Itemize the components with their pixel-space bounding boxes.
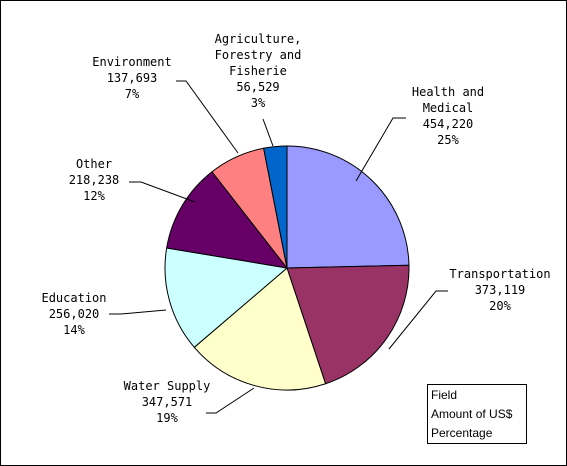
slice-percent-0: 25% [437,133,459,147]
slice-value-6: 56,529 [236,80,279,94]
leader-line-6 [262,118,274,147]
slice-value-3: 256,020 [49,307,100,321]
slice-label-4-line-0: Other [76,157,112,171]
slice-label-0-line-1: Medical [423,101,474,115]
leader-line-4 [129,181,196,203]
slice-percent-1: 20% [489,299,511,313]
pie-slice-4 [166,171,289,269]
slice-value-5: 137,693 [107,71,158,85]
pie-slice-6 [263,145,288,269]
leader-line-0 [355,117,406,182]
legend-line-amount: Amount of US$ [431,407,513,421]
pie-slice-0 [286,145,410,269]
legend-line-field: Field [431,388,458,402]
slice-label-0-line-0: Health and [412,85,484,99]
slice-value-4: 218,238 [69,173,120,187]
pie-slice-2 [193,267,327,391]
slice-label-3-line-0: Education [41,291,106,305]
slice-label-1-line-0: Transportation [449,267,550,281]
slice-percent-4: 12% [83,189,105,203]
slice-label-6-line-0: Agriculture, [215,32,302,46]
pie-slice-3 [164,247,289,349]
slice-value-2: 347,571 [142,395,193,409]
slice-value-1: 373,119 [475,283,526,297]
leader-line-5 [176,80,239,154]
slice-label-5-line-0: Environment [92,55,171,69]
legend-box: Field Amount of US$ Percentage [427,384,527,444]
leader-line-2 [206,387,255,414]
slice-percent-6: 3% [251,96,266,110]
legend-line-percentage: Percentage [431,426,493,440]
slice-percent-2: 19% [156,411,178,425]
pie-slice-1 [286,264,410,385]
slice-label-6-line-1: Forestry and [215,48,302,62]
leader-line-3 [109,309,167,315]
slice-percent-5: 7% [125,87,140,101]
slice-percent-3: 14% [63,323,85,337]
leader-line-1 [388,290,448,350]
slice-label-2-line-0: Water Supply [124,379,211,393]
slice-value-0: 454,220 [423,117,474,131]
slice-label-6-line-2: Fisherie [229,64,287,78]
